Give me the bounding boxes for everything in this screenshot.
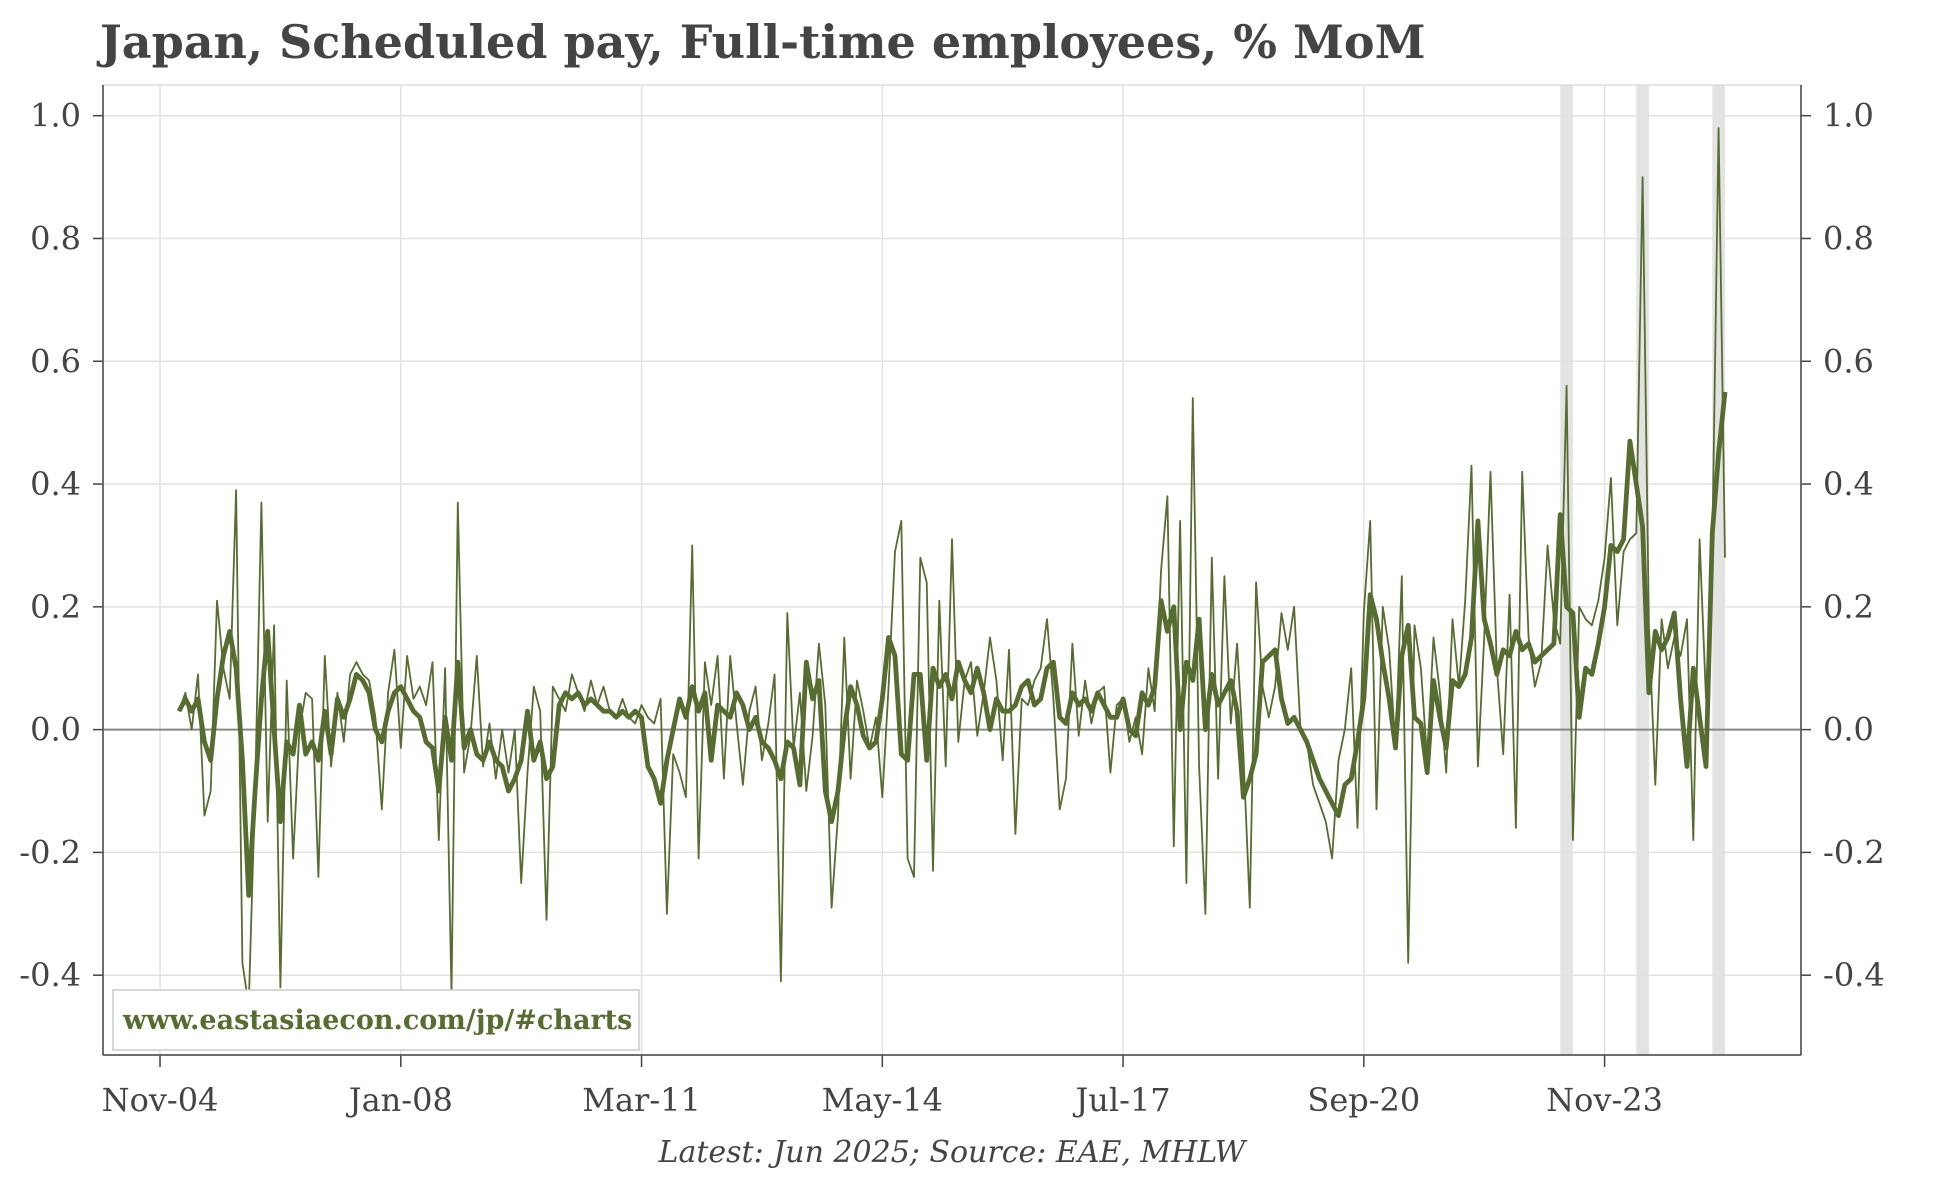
- x-tick-label: Sep-20: [1307, 1081, 1420, 1119]
- y-tick-label: 0.6: [30, 342, 81, 380]
- y-tick-label: 0.2: [30, 588, 81, 626]
- y2-tick-label: -0.4: [1823, 956, 1885, 994]
- x-tick-label: May-14: [822, 1081, 943, 1119]
- y2-tick-label: -0.2: [1823, 833, 1885, 871]
- y-tick-label: 0.8: [30, 219, 81, 257]
- y2-tick-label: 0.8: [1823, 219, 1874, 257]
- y-tick-label: 1.0: [30, 97, 81, 135]
- chart-title: Japan, Scheduled pay, Full-time employee…: [96, 15, 1426, 69]
- highlight-band: [1712, 85, 1725, 1055]
- watermark: www.eastasiaecon.com/jp/#charts: [122, 1005, 632, 1036]
- y-tick-label: 0.0: [30, 711, 81, 749]
- x-tick-label: Nov-04: [102, 1081, 219, 1119]
- y2-tick-label: 0.2: [1823, 588, 1874, 626]
- y2-tick-label: 1.0: [1823, 97, 1874, 135]
- data-line: [176, 391, 1728, 898]
- highlight-band: [1560, 85, 1573, 1055]
- watermark-box: [112, 989, 640, 1051]
- y2-tick-label: 0.4: [1823, 465, 1874, 503]
- x-tick-label: Jan-08: [346, 1081, 453, 1119]
- y2-tick-label: 0.0: [1823, 711, 1874, 749]
- x-tick-label: Jul-17: [1072, 1081, 1170, 1119]
- source-note: Latest: Jun 2025; Source: EAE, MHLW: [658, 1135, 1248, 1170]
- y-tick-label: -0.2: [19, 833, 81, 871]
- y2-tick-label: 0.6: [1823, 342, 1874, 380]
- data-line: [178, 127, 1726, 1007]
- x-tick-label: Mar-11: [582, 1081, 701, 1119]
- y-tick-label: 0.4: [30, 465, 81, 503]
- x-tick-label: Nov-23: [1546, 1081, 1663, 1119]
- y-tick-label: -0.4: [19, 956, 81, 994]
